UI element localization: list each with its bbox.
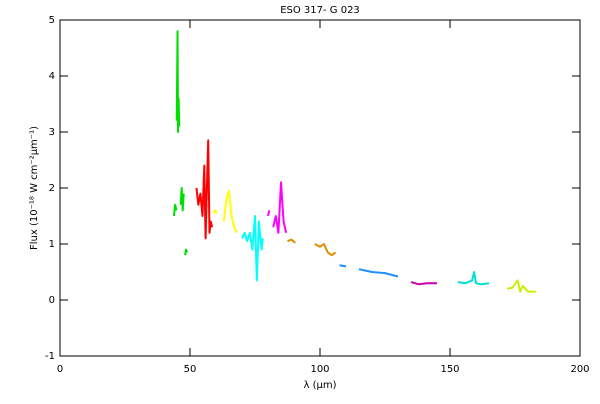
y-tick-label: 5: [49, 15, 55, 26]
chart-title: ESO 317- G 023: [280, 5, 360, 16]
spectrum-segment: [457, 271, 490, 286]
spectrum-segment: [241, 215, 264, 282]
x-tick-label: 50: [184, 364, 197, 375]
y-tick-label: -1: [45, 351, 55, 362]
spectrum-segment: [267, 181, 288, 234]
y-tick-label: 1: [49, 239, 55, 250]
y-tick-label: 0: [49, 295, 55, 306]
x-tick-label: 100: [310, 364, 329, 375]
y-tick-label: 2: [49, 183, 55, 194]
y-tick-label: 3: [49, 127, 55, 138]
plot-frame: [59, 19, 581, 357]
y-tick-label: 4: [49, 71, 55, 82]
spectrum-segment: [287, 238, 337, 257]
spectrum-segment: [506, 279, 536, 293]
x-tick-label: 0: [57, 364, 63, 375]
x-tick-label: 150: [440, 364, 459, 375]
y-axis-label: Flux (10⁻¹⁸ W cm⁻²μm⁻¹): [29, 126, 40, 250]
spectrum-segment: [195, 139, 214, 240]
spectrum-segment: [410, 281, 437, 286]
x-tick-label: 200: [570, 364, 589, 375]
x-axis-label: λ (μm): [303, 380, 336, 391]
spectrum-segment: [172, 30, 189, 256]
spectrum-segment: [212, 189, 238, 234]
spectrum-segment: [339, 264, 399, 278]
